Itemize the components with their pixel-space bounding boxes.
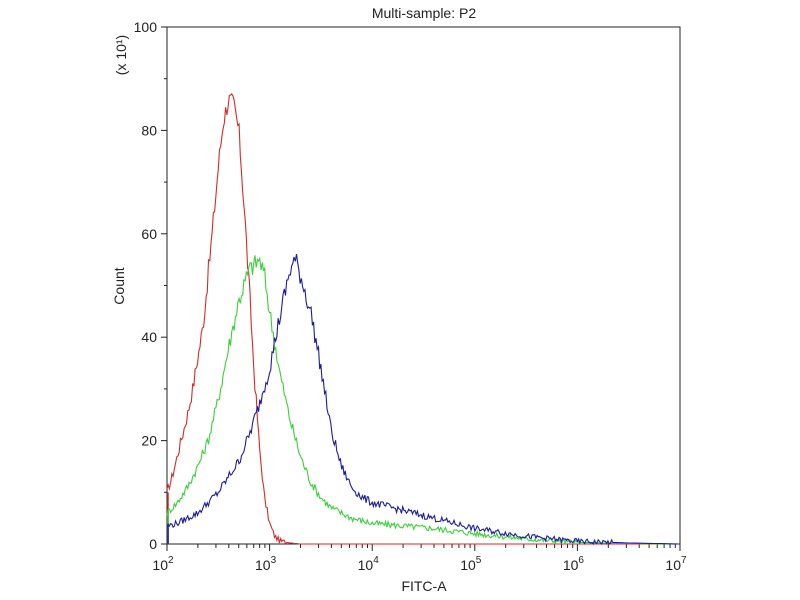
y-tick-label: 0 (149, 536, 157, 552)
x-axis-title: FITC-A (401, 578, 447, 594)
y-tick-label: 20 (141, 433, 157, 449)
series-layer (166, 93, 680, 546)
series-blue-line (166, 254, 680, 546)
series-green-line (166, 255, 680, 546)
y-axis: 0 20 40 60 80 100 (134, 19, 167, 552)
x-tick-label: 106 (563, 555, 585, 573)
x-tick-label: 103 (255, 555, 277, 573)
y-tick-label: 80 (141, 122, 157, 138)
y-tick-label: 100 (134, 19, 158, 35)
x-axis: 102 103 104 105 106 107 (152, 544, 687, 573)
x-tick-label: 107 (665, 555, 687, 573)
series-red-line (166, 93, 680, 546)
chart-title: Multi-sample: P2 (372, 5, 476, 21)
x-tick-label: 102 (152, 555, 174, 573)
y-tick-label: 60 (141, 226, 157, 242)
y-multiplier-label: (x 10¹) (113, 35, 129, 75)
x-tick-label: 104 (358, 555, 380, 573)
x-tick-label: 105 (460, 555, 482, 573)
y-tick-label: 40 (141, 329, 157, 345)
y-axis-title: Count (111, 267, 127, 304)
